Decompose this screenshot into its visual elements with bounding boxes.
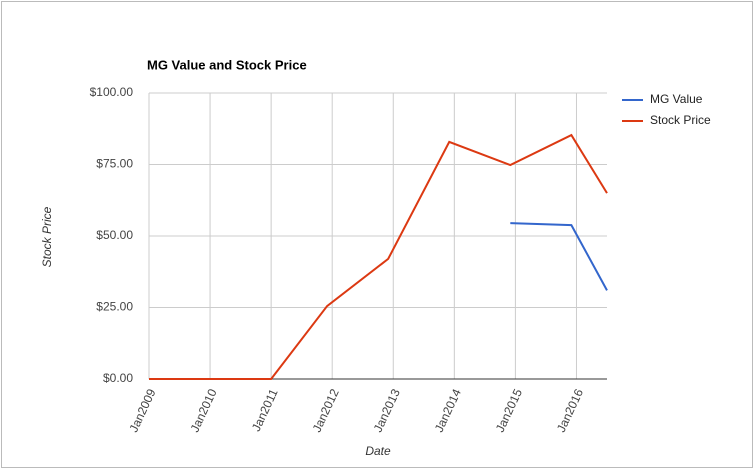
y-tick-label: $25.00	[96, 300, 133, 314]
chart-title: MG Value and Stock Price	[147, 57, 307, 72]
legend-label: MG Value	[650, 92, 703, 106]
y-tick-label: $100.00	[90, 85, 134, 99]
legend-label: Stock Price	[650, 113, 711, 127]
y-axis-title: Stock Price	[40, 206, 54, 267]
y-tick-label: $75.00	[96, 157, 133, 171]
series-line	[510, 222, 608, 291]
y-tick-label: $0.00	[103, 371, 133, 385]
series-line	[149, 133, 608, 380]
x-axis-title: Date	[365, 444, 391, 458]
y-tick-label: $50.00	[96, 228, 133, 242]
